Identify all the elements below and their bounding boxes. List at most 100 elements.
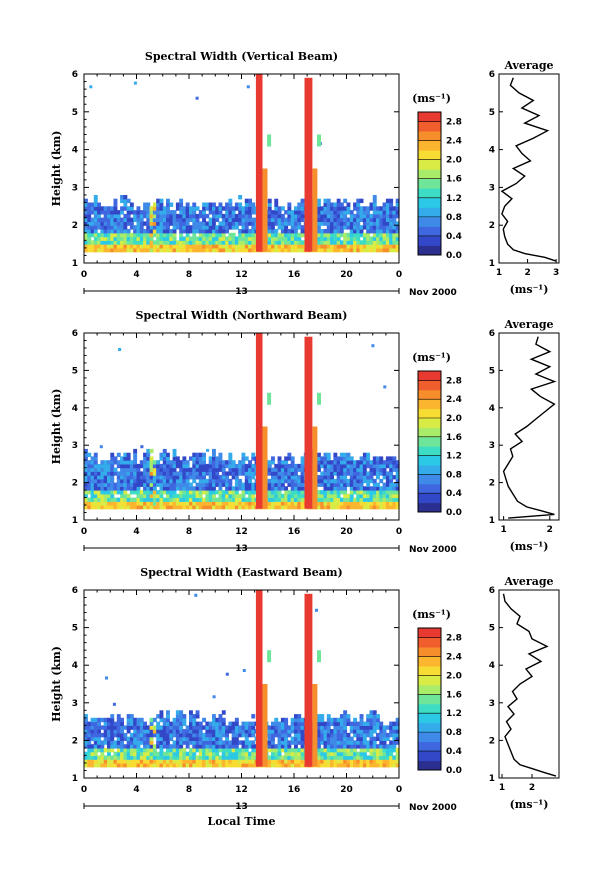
heatmap-cell	[195, 452, 200, 457]
heatmap-cell	[212, 448, 216, 454]
heatmap-cell	[205, 202, 210, 207]
heatmap-cell	[225, 229, 229, 234]
heatmap-cell	[179, 478, 184, 484]
heatmap-cell	[290, 759, 295, 764]
heatmap-cell	[179, 225, 184, 230]
heatmap-cell	[300, 244, 305, 249]
sparse-echo	[206, 448, 210, 452]
heatmap-cell	[385, 478, 390, 484]
colorbar-tick-label: 1.6	[446, 175, 462, 185]
heatmap-cell	[162, 210, 167, 215]
heatmap-cell	[169, 217, 174, 222]
heatmap-cell	[100, 740, 105, 745]
heatmap-cell	[267, 490, 272, 495]
colorbar-tick-label: 1.6	[446, 433, 462, 443]
heatmap-cell	[84, 493, 88, 499]
y-tick-label: 3	[72, 183, 78, 193]
heatmap-cell	[376, 217, 380, 222]
colorbar-swatch	[418, 675, 441, 686]
heatmap-cell	[372, 505, 377, 510]
heatmap-cell	[205, 478, 210, 484]
heatmap-cell	[198, 475, 203, 480]
heatmap-cell	[100, 763, 105, 768]
heatmap-cell	[212, 229, 216, 234]
heatmap-cell	[195, 759, 200, 764]
heatmap-cell	[166, 505, 170, 510]
heatmap-cell	[149, 482, 154, 487]
heatmap-cell	[251, 740, 256, 745]
heatmap-cell	[238, 240, 243, 245]
heatmap-cell	[126, 206, 131, 211]
heatmap-cell	[156, 744, 161, 749]
heatmap-cell	[267, 202, 272, 207]
heatmap-cell	[349, 210, 354, 215]
heatmap-cell	[385, 198, 390, 204]
heatmap-cell	[156, 210, 161, 215]
heatmap-cell	[271, 471, 275, 476]
heatmap-cell	[189, 736, 193, 741]
heatmap-cell	[116, 240, 121, 245]
heatmap-cell	[123, 213, 128, 219]
heatmap-cell	[195, 240, 200, 245]
heatmap-cell	[152, 213, 157, 219]
heatmap-cell	[336, 505, 341, 510]
heatmap-cell	[228, 206, 233, 211]
heatmap-cell	[385, 736, 390, 741]
heatmap-cell	[297, 721, 302, 726]
heatmap-cell	[284, 736, 289, 741]
heatmap-cell	[238, 478, 243, 484]
heatmap-cell	[126, 482, 131, 487]
heatmap-cell	[392, 475, 397, 480]
heatmap-cell	[382, 247, 387, 253]
heatmap-cell	[234, 501, 239, 506]
heatmap-cell	[277, 759, 282, 764]
heatmap-cell	[93, 247, 98, 253]
heatmap-cell	[271, 755, 275, 760]
sparse-echo	[195, 96, 199, 100]
heatmap-cell	[100, 478, 105, 484]
heatmap-cell	[287, 452, 292, 457]
heatmap-cell	[300, 206, 305, 211]
heatmap-cell	[339, 751, 344, 757]
heatmap-cell	[175, 482, 180, 487]
heatmap-cell	[93, 763, 98, 768]
heatmap-cell	[192, 747, 197, 753]
heatmap-cell	[317, 729, 321, 734]
heatmap-cell	[136, 232, 141, 238]
heatmap-cell	[353, 732, 357, 738]
heatmap-cell	[123, 486, 128, 491]
heatmap-cell	[162, 729, 167, 734]
heatmap-cell	[159, 740, 164, 745]
heatmap-cell	[107, 471, 111, 476]
heatmap-cell	[179, 221, 184, 226]
heatmap-cell	[294, 217, 298, 222]
colorbar-swatch	[418, 207, 441, 218]
heatmap-cell	[271, 763, 275, 768]
heatmap-cell	[205, 486, 210, 491]
heatmap-cell	[156, 460, 161, 465]
heatmap-cell	[228, 763, 233, 768]
heatmap-cell	[343, 710, 348, 715]
heatmap-cell	[120, 751, 124, 757]
heatmap-cell	[126, 240, 131, 245]
heatmap-cell	[97, 486, 101, 491]
heatmap-cell	[395, 501, 400, 506]
heatmap-cell	[166, 490, 170, 495]
heatmap-cell	[195, 467, 200, 472]
heatmap-cell	[277, 240, 282, 245]
heatmap-cell	[356, 229, 361, 234]
heatmap-cell	[129, 497, 134, 502]
heatmap-cell	[372, 721, 377, 726]
heatmap-cell	[320, 740, 325, 745]
heatmap-cell	[152, 471, 157, 476]
heatmap-cell	[149, 759, 154, 764]
heatmap-cell	[290, 229, 295, 234]
heatmap-cell	[159, 490, 164, 495]
heatmap-cell	[143, 725, 147, 730]
band-edge	[317, 650, 321, 663]
heatmap-cell	[84, 729, 88, 734]
heatmap-cell	[317, 236, 321, 241]
heatmap-cell	[294, 717, 298, 723]
heatmap-cell	[369, 490, 374, 495]
heatmap-cell	[90, 763, 95, 768]
